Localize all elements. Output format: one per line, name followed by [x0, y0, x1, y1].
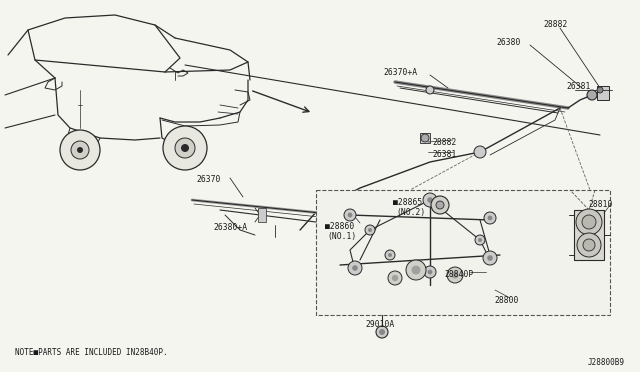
- Circle shape: [348, 213, 353, 217]
- Circle shape: [344, 209, 356, 221]
- Circle shape: [388, 253, 392, 257]
- Circle shape: [582, 215, 596, 229]
- Circle shape: [487, 255, 493, 261]
- Text: 28882: 28882: [432, 138, 456, 147]
- Bar: [574, 210, 604, 260]
- Circle shape: [352, 265, 358, 271]
- Circle shape: [412, 266, 420, 275]
- Bar: [258, 208, 266, 222]
- Bar: [420, 133, 430, 143]
- Circle shape: [474, 146, 486, 158]
- Text: (NO.1): (NO.1): [327, 232, 356, 241]
- Circle shape: [484, 212, 496, 224]
- Circle shape: [483, 251, 497, 265]
- Circle shape: [175, 138, 195, 158]
- Circle shape: [388, 271, 402, 285]
- Text: 26380+A: 26380+A: [213, 223, 247, 232]
- Circle shape: [426, 86, 434, 94]
- Text: 28800: 28800: [494, 296, 518, 305]
- Circle shape: [488, 216, 492, 220]
- Circle shape: [577, 233, 601, 257]
- Circle shape: [478, 238, 482, 242]
- Circle shape: [60, 130, 100, 170]
- Circle shape: [428, 197, 433, 203]
- Text: 26380: 26380: [496, 38, 520, 47]
- Circle shape: [587, 90, 597, 100]
- Bar: [316, 190, 610, 315]
- Text: ■28865: ■28865: [393, 198, 422, 207]
- Text: 28882: 28882: [543, 20, 568, 29]
- Circle shape: [576, 209, 602, 235]
- Circle shape: [475, 235, 485, 245]
- Text: 26381: 26381: [566, 82, 590, 91]
- Text: 28810: 28810: [588, 200, 612, 209]
- Circle shape: [368, 228, 372, 232]
- Circle shape: [583, 239, 595, 251]
- Circle shape: [597, 87, 603, 93]
- Text: 29010A: 29010A: [365, 320, 394, 329]
- Circle shape: [421, 134, 429, 142]
- Circle shape: [163, 126, 207, 170]
- Circle shape: [423, 193, 437, 207]
- Circle shape: [406, 260, 426, 280]
- Circle shape: [447, 267, 463, 283]
- Circle shape: [77, 147, 83, 153]
- Text: J28800B9: J28800B9: [588, 358, 625, 367]
- Circle shape: [436, 201, 444, 209]
- Bar: [597, 86, 609, 100]
- Text: 26370: 26370: [196, 175, 220, 184]
- Circle shape: [431, 196, 449, 214]
- Circle shape: [385, 250, 395, 260]
- Text: 26381: 26381: [432, 150, 456, 159]
- Circle shape: [424, 266, 436, 278]
- Circle shape: [379, 329, 385, 335]
- Circle shape: [428, 270, 433, 275]
- Circle shape: [71, 141, 89, 159]
- Circle shape: [181, 144, 189, 152]
- Text: 26370+A: 26370+A: [383, 68, 417, 77]
- Circle shape: [348, 261, 362, 275]
- Circle shape: [392, 275, 398, 281]
- Text: (NO.2): (NO.2): [396, 208, 425, 217]
- Circle shape: [365, 225, 375, 235]
- Text: ■28860: ■28860: [325, 222, 355, 231]
- Text: NOTE■PARTS ARE INCLUDED IN28B40P.: NOTE■PARTS ARE INCLUDED IN28B40P.: [15, 348, 168, 357]
- Text: 28840P: 28840P: [444, 270, 473, 279]
- Circle shape: [451, 272, 459, 279]
- Circle shape: [376, 326, 388, 338]
